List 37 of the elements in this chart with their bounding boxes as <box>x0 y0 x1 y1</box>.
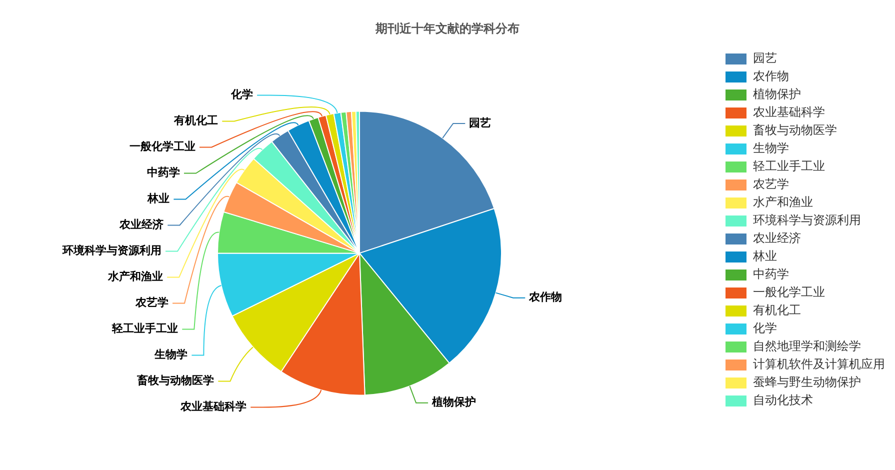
slice-label: 化学 <box>230 88 254 102</box>
slice-label: 植物保护 <box>431 396 476 409</box>
slice-label: 农作物 <box>528 290 562 304</box>
legend-label: 环境科学与资源利用 <box>753 213 861 228</box>
legend-label: 林业 <box>752 249 777 264</box>
legend-label: 农作物 <box>753 69 789 84</box>
slice-label: 农艺学 <box>134 296 169 310</box>
slice-label: 中药学 <box>146 166 180 180</box>
slice-label: 园艺 <box>469 116 492 130</box>
legend-label: 畜牧与动物医学 <box>753 123 837 138</box>
legend-label: 中药学 <box>753 267 789 282</box>
slice-label: 林业 <box>146 192 170 206</box>
slice-label: 生物学 <box>154 348 188 362</box>
slice-label: 有机化工 <box>173 114 218 128</box>
slice-label: 畜牧与动物医学 <box>136 374 214 388</box>
legend-label: 自动化技术 <box>753 393 813 408</box>
legend-label: 轻工业手工业 <box>753 159 825 174</box>
legend-label: 有机化工 <box>753 303 801 318</box>
legend-label: 园艺 <box>753 51 777 66</box>
slice-label: 农业基础科学 <box>180 400 247 414</box>
legend-label: 生物学 <box>753 141 789 156</box>
legend-label: 植物保护 <box>753 87 801 102</box>
legend-label: 化学 <box>753 321 777 336</box>
legend-label: 计算机软件及计算机应用 <box>753 357 885 372</box>
chart-title: 期刊近十年文献的学科分布 <box>374 21 520 36</box>
legend-label: 农艺学 <box>753 177 789 192</box>
legend-label: 农业经济 <box>753 231 801 246</box>
slice-label: 环境科学与资源利用 <box>62 244 162 258</box>
legend-label: 农业基础科学 <box>753 105 825 120</box>
legend-label: 自然地理学和测绘学 <box>753 339 861 354</box>
slice-label: 轻工业手工业 <box>111 322 178 336</box>
legend-label: 一般化学工业 <box>753 285 825 300</box>
slice-label: 一般化学工业 <box>130 140 196 154</box>
slice-label: 水产和渔业 <box>107 270 164 284</box>
legend-label: 水产和渔业 <box>753 195 813 210</box>
slice-label: 农业经济 <box>118 218 164 232</box>
legend-label: 蚕蜂与野生动物保护 <box>753 375 861 390</box>
